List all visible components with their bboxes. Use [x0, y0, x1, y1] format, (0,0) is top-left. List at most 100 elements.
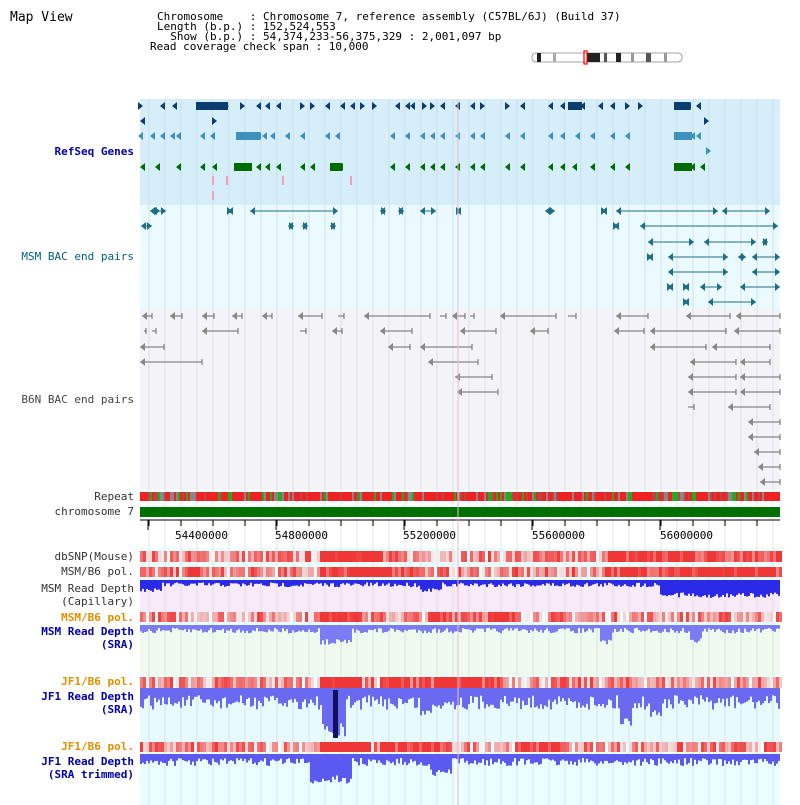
gene-feature[interactable] — [152, 207, 157, 215]
gene-feature[interactable] — [520, 102, 525, 110]
gene-feature[interactable] — [460, 327, 465, 335]
gene-feature[interactable] — [265, 102, 270, 110]
gene-feature[interactable] — [614, 327, 619, 335]
gene-feature[interactable] — [470, 163, 475, 171]
gene-feature[interactable] — [550, 207, 555, 215]
gene-feature[interactable] — [688, 373, 693, 381]
gene-feature[interactable] — [601, 207, 606, 215]
gene-feature[interactable] — [176, 132, 181, 140]
gene-feature[interactable] — [250, 207, 255, 215]
gene-feature[interactable] — [500, 312, 505, 320]
gene-feature[interactable] — [140, 358, 145, 366]
gene-feature[interactable] — [390, 132, 395, 140]
gene-feature[interactable] — [440, 163, 445, 171]
gene-feature[interactable] — [773, 222, 778, 230]
gene-feature[interactable] — [736, 312, 741, 320]
b6n-bac-track[interactable] — [140, 312, 781, 486]
gene-feature[interactable] — [668, 268, 673, 276]
gene-feature[interactable] — [160, 132, 165, 140]
gene-feature[interactable] — [560, 132, 565, 140]
gene-feature[interactable] — [430, 102, 435, 110]
gene-feature[interactable] — [480, 163, 485, 171]
gene-feature[interactable] — [748, 418, 753, 426]
gene-feature[interactable] — [420, 163, 425, 171]
gene-feature[interactable] — [227, 207, 232, 215]
gene-feature[interactable] — [212, 117, 217, 125]
gene-feature[interactable] — [740, 388, 745, 396]
gene-feature[interactable] — [548, 102, 553, 110]
gene-feature[interactable] — [754, 448, 759, 456]
repeat-track[interactable] — [140, 492, 780, 501]
gene-feature[interactable] — [457, 388, 462, 396]
gene-feature[interactable] — [560, 102, 565, 110]
gene-feature[interactable] — [616, 207, 621, 215]
gene-feature[interactable] — [505, 102, 510, 110]
gene-feature[interactable] — [613, 222, 618, 230]
gene-feature[interactable] — [590, 132, 595, 140]
gene-feature[interactable] — [405, 102, 410, 110]
gene-feature[interactable] — [760, 478, 765, 486]
gene-feature[interactable] — [560, 163, 565, 171]
gene-feature[interactable] — [270, 132, 275, 140]
gene-feature[interactable] — [300, 163, 305, 171]
gene-feature[interactable] — [765, 207, 770, 215]
gene-feature[interactable] — [256, 102, 261, 110]
track-label-refseq[interactable]: RefSeq Genes — [54, 145, 134, 158]
gene-feature[interactable] — [706, 147, 711, 155]
gene-feature[interactable] — [704, 117, 709, 125]
gene-feature[interactable] — [690, 163, 695, 171]
gene-feature[interactable] — [545, 207, 550, 215]
gene-feature[interactable] — [331, 222, 336, 230]
gene-feature[interactable] — [160, 102, 165, 110]
gene-feature[interactable] — [147, 222, 152, 230]
gene-feature[interactable] — [405, 163, 410, 171]
gene-feature[interactable] — [360, 102, 365, 110]
gene-feature[interactable] — [141, 222, 146, 230]
gene-feature[interactable] — [428, 358, 433, 366]
gene-feature[interactable] — [740, 283, 745, 291]
chromosome-ideogram[interactable] — [531, 50, 683, 65]
gene-feature[interactable] — [142, 312, 147, 320]
gene-feature[interactable] — [728, 403, 733, 411]
gene-feature[interactable] — [751, 298, 756, 306]
gene-feature[interactable] — [741, 253, 746, 261]
gene-feature[interactable] — [300, 132, 305, 140]
gene-feature[interactable] — [548, 163, 553, 171]
gene-feature[interactable] — [700, 283, 705, 291]
gene-feature[interactable] — [161, 207, 166, 215]
gene-feature[interactable] — [470, 102, 475, 110]
gene-feature[interactable] — [712, 343, 717, 351]
gene-feature[interactable] — [262, 132, 267, 140]
gene-feature[interactable] — [256, 163, 261, 171]
gene-feature[interactable] — [430, 163, 435, 171]
gene-feature[interactable] — [390, 163, 395, 171]
gene-feature[interactable] — [240, 102, 245, 110]
gene-feature[interactable] — [625, 132, 630, 140]
gene-feature[interactable] — [723, 268, 728, 276]
gene-feature[interactable] — [616, 312, 621, 320]
gene-feature[interactable] — [405, 132, 410, 140]
gene-feature[interactable] — [758, 463, 763, 471]
gene-feature[interactable] — [176, 163, 181, 171]
gene-feature[interactable] — [140, 117, 145, 125]
track-label-msm-bac[interactable]: MSM BAC end pairs — [21, 250, 134, 263]
gene-feature[interactable] — [686, 312, 691, 320]
msm-bac-track[interactable] — [141, 207, 780, 306]
gene-feature[interactable] — [775, 253, 780, 261]
gene-feature[interactable] — [548, 132, 553, 140]
gene-feature[interactable] — [262, 312, 267, 320]
gene-feature[interactable] — [422, 102, 427, 110]
gene-feature[interactable] — [667, 283, 672, 291]
gene-feature[interactable] — [364, 312, 369, 320]
gene-feature[interactable] — [332, 327, 337, 335]
gene-feature[interactable] — [232, 312, 237, 320]
gene-feature[interactable] — [420, 207, 425, 215]
gene-feature[interactable] — [381, 207, 386, 215]
gene-feature[interactable] — [470, 132, 475, 140]
gene-feature[interactable] — [572, 163, 577, 171]
gene-feature[interactable] — [708, 298, 713, 306]
gene-feature[interactable] — [610, 163, 615, 171]
gene-feature[interactable] — [333, 207, 338, 215]
gene-feature[interactable] — [505, 132, 510, 140]
